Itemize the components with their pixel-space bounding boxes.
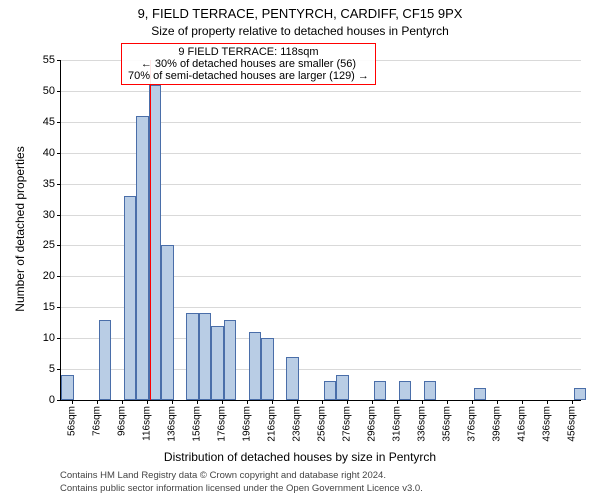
x-tick-mark (322, 400, 323, 404)
x-tick-label: 356sqm (442, 406, 453, 442)
y-tick-label: 35 (43, 178, 55, 190)
footer-line-1: Contains HM Land Registry data © Crown c… (60, 470, 386, 481)
histogram-bar (249, 332, 262, 400)
x-tick-mark (522, 400, 523, 404)
histogram-bar (324, 381, 337, 400)
histogram-bar (224, 320, 237, 400)
histogram-bar (574, 388, 587, 400)
y-tick-label: 40 (43, 147, 55, 159)
x-axis-title: Distribution of detached houses by size … (0, 450, 600, 464)
y-tick-label: 20 (43, 270, 55, 282)
y-tick-mark (57, 153, 61, 154)
histogram-bar (186, 313, 199, 400)
x-tick-label: 156sqm (192, 406, 203, 442)
histogram-bar (399, 381, 412, 400)
annotation-box: 9 FIELD TERRACE: 118sqm← 30% of detached… (121, 43, 376, 85)
y-tick-label: 25 (43, 239, 55, 251)
y-tick-label: 0 (49, 394, 55, 406)
x-tick-label: 436sqm (542, 406, 553, 442)
annotation-line: 9 FIELD TERRACE: 118sqm (128, 46, 369, 58)
y-tick-mark (57, 184, 61, 185)
y-tick-mark (57, 122, 61, 123)
x-tick-label: 196sqm (242, 406, 253, 442)
y-tick-label: 10 (43, 332, 55, 344)
marker-line (150, 60, 151, 400)
x-tick-label: 336sqm (417, 406, 428, 442)
histogram-bar (136, 116, 149, 400)
histogram-bar (474, 388, 487, 400)
x-tick-mark (247, 400, 248, 404)
y-tick-label: 30 (43, 209, 55, 221)
x-tick-mark (297, 400, 298, 404)
y-tick-mark (57, 338, 61, 339)
x-tick-label: 416sqm (517, 406, 528, 442)
x-tick-mark (422, 400, 423, 404)
y-tick-label: 15 (43, 301, 55, 313)
x-tick-mark (122, 400, 123, 404)
plot-area: 051015202530354045505556sqm76sqm96sqm116… (60, 60, 581, 401)
y-tick-label: 45 (43, 116, 55, 128)
y-tick-mark (57, 400, 61, 401)
y-tick-mark (57, 307, 61, 308)
y-tick-label: 55 (43, 54, 55, 66)
histogram-bar (424, 381, 437, 400)
y-tick-mark (57, 215, 61, 216)
x-tick-label: 96sqm (117, 406, 128, 436)
histogram-bar (124, 196, 137, 400)
y-tick-mark (57, 276, 61, 277)
x-tick-mark (222, 400, 223, 404)
histogram-bar (161, 245, 174, 400)
x-tick-label: 256sqm (317, 406, 328, 442)
x-tick-mark (497, 400, 498, 404)
x-tick-mark (72, 400, 73, 404)
y-tick-mark (57, 91, 61, 92)
x-tick-label: 176sqm (217, 406, 228, 442)
y-tick-label: 5 (49, 363, 55, 375)
chart-container: 9, FIELD TERRACE, PENTYRCH, CARDIFF, CF1… (0, 0, 600, 500)
x-tick-mark (347, 400, 348, 404)
annotation-line: 70% of semi-detached houses are larger (… (128, 70, 369, 82)
x-tick-label: 276sqm (342, 406, 353, 442)
x-tick-label: 296sqm (367, 406, 378, 442)
x-tick-label: 136sqm (167, 406, 178, 442)
histogram-bar (211, 326, 224, 400)
chart-title: 9, FIELD TERRACE, PENTYRCH, CARDIFF, CF1… (0, 6, 600, 21)
x-tick-label: 396sqm (492, 406, 503, 442)
x-tick-mark (147, 400, 148, 404)
chart-subtitle: Size of property relative to detached ho… (0, 24, 600, 38)
y-tick-mark (57, 60, 61, 61)
x-tick-mark (397, 400, 398, 404)
histogram-bar (99, 320, 112, 400)
footer-line-2: Contains public sector information licen… (60, 483, 423, 494)
histogram-bar (61, 375, 74, 400)
histogram-bar (374, 381, 387, 400)
y-axis-title: Number of detached properties (13, 139, 27, 319)
x-tick-mark (97, 400, 98, 404)
y-tick-mark (57, 245, 61, 246)
histogram-bar (261, 338, 274, 400)
x-tick-mark (372, 400, 373, 404)
x-tick-label: 236sqm (292, 406, 303, 442)
y-tick-mark (57, 369, 61, 370)
x-tick-mark (272, 400, 273, 404)
grid-line (61, 91, 581, 92)
x-tick-label: 76sqm (92, 406, 103, 436)
x-tick-label: 456sqm (567, 406, 578, 442)
x-tick-mark (547, 400, 548, 404)
x-tick-label: 316sqm (392, 406, 403, 442)
x-tick-label: 56sqm (67, 406, 78, 436)
y-tick-label: 50 (43, 85, 55, 97)
histogram-bar (199, 313, 212, 400)
x-tick-label: 216sqm (267, 406, 278, 442)
x-tick-mark (172, 400, 173, 404)
x-tick-mark (472, 400, 473, 404)
histogram-bar (286, 357, 299, 400)
x-tick-label: 116sqm (142, 406, 153, 441)
x-tick-mark (572, 400, 573, 404)
annotation-line: ← 30% of detached houses are smaller (56… (128, 58, 369, 70)
x-tick-mark (197, 400, 198, 404)
x-tick-label: 376sqm (467, 406, 478, 442)
histogram-bar (336, 375, 349, 400)
x-tick-mark (447, 400, 448, 404)
